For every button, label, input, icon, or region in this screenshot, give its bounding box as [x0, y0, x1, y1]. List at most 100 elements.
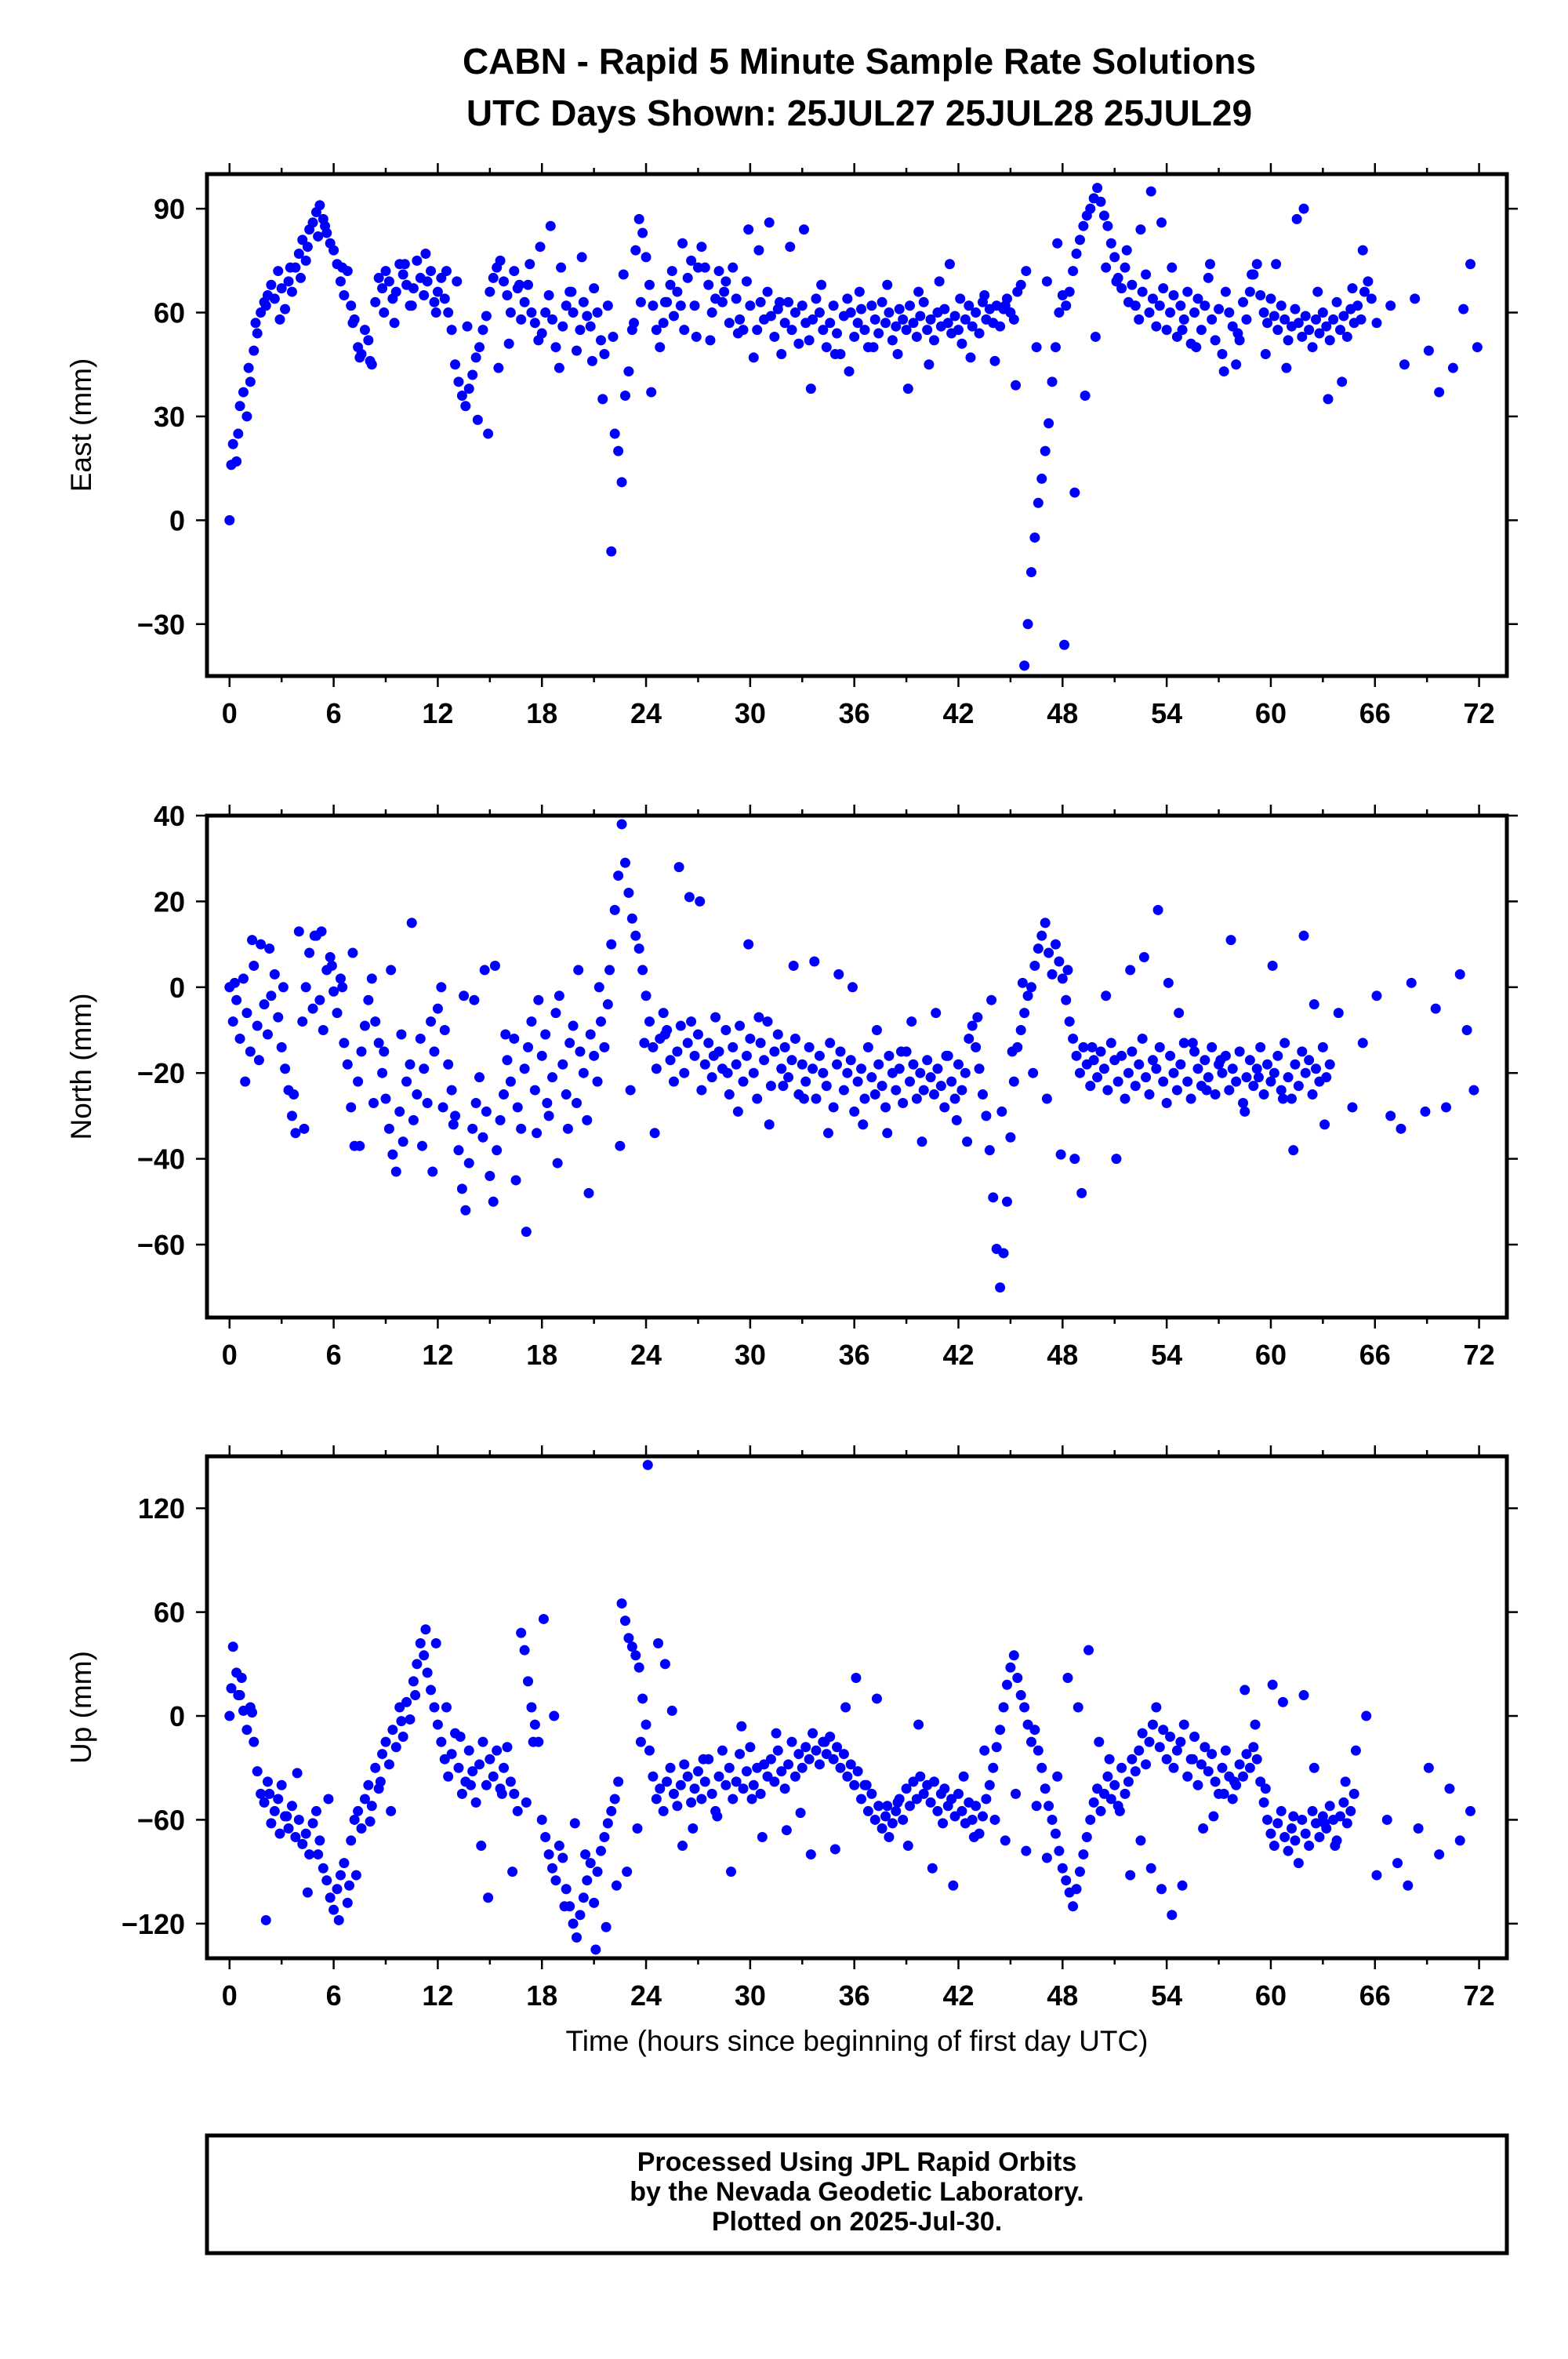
data-point	[637, 1693, 648, 1704]
data-point	[1081, 1832, 1092, 1843]
data-point	[477, 1736, 488, 1747]
data-point	[439, 1025, 450, 1036]
data-point	[562, 1123, 573, 1134]
data-point	[556, 262, 567, 273]
data-point	[456, 1788, 467, 1799]
data-point	[1461, 1025, 1472, 1036]
data-point	[795, 1808, 806, 1819]
data-point	[316, 926, 327, 937]
data-point	[439, 1754, 450, 1765]
data-point	[542, 1097, 553, 1108]
data-point	[595, 1016, 606, 1027]
data-point	[658, 1008, 669, 1019]
data-point	[1258, 307, 1269, 318]
data-point	[280, 304, 291, 314]
data-point	[989, 1814, 1000, 1825]
data-point	[383, 1759, 394, 1770]
data-point	[1262, 1814, 1273, 1825]
data-point	[507, 1866, 518, 1877]
data-point	[489, 960, 500, 971]
data-point	[313, 231, 324, 242]
data-point	[1324, 1801, 1335, 1812]
x-tick-label: 66	[1359, 1339, 1391, 1371]
data-point	[1135, 224, 1146, 235]
data-point	[698, 1754, 709, 1765]
data-point	[550, 342, 561, 353]
data-point	[651, 1794, 662, 1805]
data-point	[1029, 960, 1040, 971]
data-point	[1025, 567, 1036, 578]
data-point	[1109, 252, 1120, 263]
data-point	[1054, 956, 1065, 967]
data-point	[989, 355, 1000, 366]
data-point	[658, 318, 669, 329]
data-point	[1314, 1832, 1325, 1843]
data-point	[797, 300, 808, 311]
data-point	[1102, 1771, 1113, 1782]
data-point	[347, 318, 358, 329]
data-point	[692, 1766, 703, 1777]
data-point	[991, 1742, 1002, 1753]
data-point	[436, 272, 447, 283]
data-point	[262, 1776, 273, 1787]
data-point	[300, 982, 311, 993]
data-point	[477, 325, 488, 336]
data-point	[426, 1016, 437, 1027]
data-point	[732, 1106, 743, 1117]
data-point	[566, 286, 577, 297]
data-point	[891, 321, 902, 332]
data-point	[373, 272, 384, 283]
data-point	[804, 1754, 815, 1765]
data-point	[755, 296, 766, 307]
data-point	[962, 1136, 973, 1147]
data-point	[1189, 307, 1200, 318]
data-point	[1196, 1759, 1207, 1770]
data-point	[1198, 1823, 1209, 1834]
data-point	[1008, 1650, 1019, 1661]
data-point	[1251, 1754, 1262, 1765]
data-point	[915, 1771, 926, 1782]
data-point	[613, 1776, 624, 1787]
data-point	[256, 307, 267, 318]
data-point	[1262, 318, 1273, 329]
data-point	[521, 1227, 532, 1238]
data-point	[231, 994, 242, 1005]
data-point	[1338, 311, 1349, 322]
data-point	[557, 1852, 568, 1863]
data-point	[390, 1166, 401, 1177]
data-point	[453, 1145, 464, 1156]
data-point	[908, 318, 919, 329]
data-point	[611, 1880, 622, 1891]
data-point	[955, 293, 966, 304]
data-point	[635, 296, 646, 307]
data-point	[370, 1016, 381, 1027]
data-point	[935, 1081, 946, 1092]
data-point	[984, 1145, 995, 1156]
data-point	[1334, 325, 1345, 336]
data-point	[942, 318, 953, 329]
data-point	[1200, 1055, 1210, 1066]
data-point	[543, 1849, 554, 1860]
data-point	[755, 1038, 766, 1049]
data-point	[602, 300, 613, 311]
data-point	[427, 1166, 438, 1177]
data-point	[592, 307, 603, 318]
data-point	[1064, 1016, 1075, 1027]
data-point	[536, 1814, 547, 1825]
data-point	[335, 276, 346, 287]
data-point	[455, 1732, 466, 1743]
data-point	[389, 318, 400, 329]
data-point	[793, 338, 804, 349]
data-point	[283, 276, 294, 287]
data-point	[1251, 259, 1262, 270]
data-point	[862, 1805, 873, 1816]
data-point	[974, 1063, 985, 1074]
data-point	[858, 1119, 869, 1130]
data-point	[938, 1818, 949, 1829]
data-point	[1071, 1050, 1082, 1061]
data-point	[289, 1089, 299, 1100]
data-point	[735, 314, 746, 325]
data-point	[552, 1158, 563, 1169]
data-point	[1120, 262, 1131, 273]
data-point	[856, 1794, 867, 1805]
